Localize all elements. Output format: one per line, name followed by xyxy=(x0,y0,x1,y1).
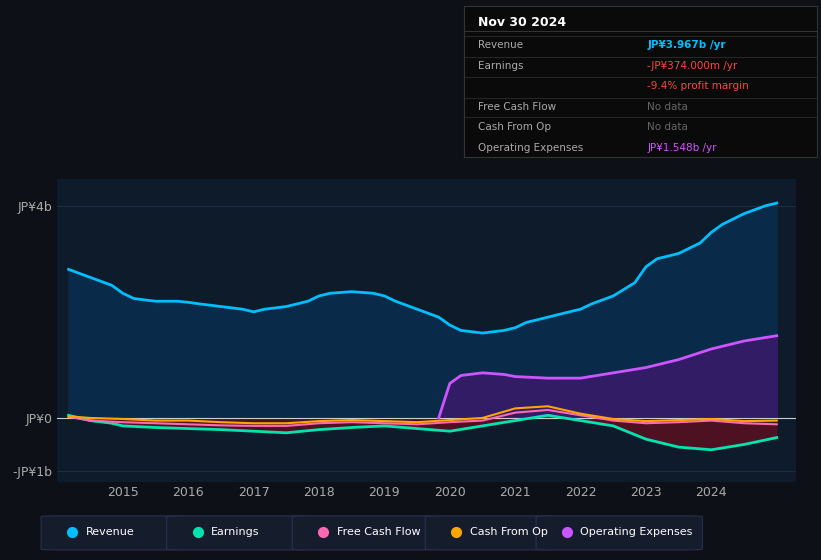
Text: JP¥3.967b /yr: JP¥3.967b /yr xyxy=(648,40,726,50)
Text: Nov 30 2024: Nov 30 2024 xyxy=(478,16,566,29)
FancyBboxPatch shape xyxy=(536,516,703,550)
Text: No data: No data xyxy=(648,102,688,112)
FancyBboxPatch shape xyxy=(425,516,555,550)
Text: -9.4% profit margin: -9.4% profit margin xyxy=(648,81,750,91)
Text: Cash From Op: Cash From Op xyxy=(478,122,551,132)
Text: No data: No data xyxy=(648,122,688,132)
Text: Earnings: Earnings xyxy=(211,527,259,537)
FancyBboxPatch shape xyxy=(41,516,186,550)
FancyBboxPatch shape xyxy=(167,516,310,550)
Text: JP¥1.548b /yr: JP¥1.548b /yr xyxy=(648,143,717,153)
Text: Revenue: Revenue xyxy=(85,527,134,537)
Text: -JP¥374.000m /yr: -JP¥374.000m /yr xyxy=(648,61,738,71)
Text: Operating Expenses: Operating Expenses xyxy=(580,527,693,537)
Text: Free Cash Flow: Free Cash Flow xyxy=(337,527,420,537)
Text: Cash From Op: Cash From Op xyxy=(470,527,548,537)
FancyBboxPatch shape xyxy=(292,516,437,550)
Text: Earnings: Earnings xyxy=(478,61,524,71)
Text: Operating Expenses: Operating Expenses xyxy=(478,143,583,153)
Text: Revenue: Revenue xyxy=(478,40,523,50)
Text: Free Cash Flow: Free Cash Flow xyxy=(478,102,556,112)
